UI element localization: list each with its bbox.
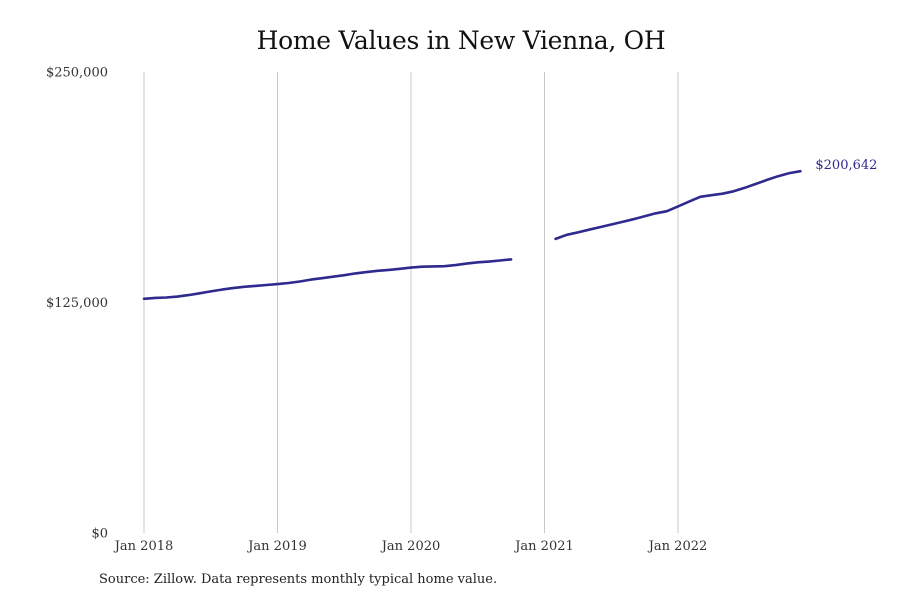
- chart-title: Home Values in New Vienna, OH: [256, 26, 666, 55]
- x-tick-label: Jan 2021: [513, 539, 574, 554]
- grid-layer: [143, 72, 679, 533]
- x-tick-label: Jan 2019: [246, 539, 307, 554]
- x-tick-label: Jan 2020: [380, 539, 441, 554]
- y-tick-label: $250,000: [46, 66, 108, 81]
- x-axis-labels: Jan 2018 Jan 2019 Jan 2020 Jan 2021 Jan 2022: [113, 539, 708, 554]
- series-line: [142, 258, 513, 301]
- source-note: Source: Zillow. Data represents monthly …: [99, 572, 498, 587]
- y-tick-label: $0: [91, 527, 108, 542]
- y-tick-label: $125,000: [46, 296, 108, 311]
- y-axis-labels: $0 $125,000 $250,000: [46, 66, 108, 542]
- x-tick-label: Jan 2018: [113, 539, 174, 554]
- x-tick-label: Jan 2022: [647, 539, 708, 554]
- series-lines: [142, 169, 802, 301]
- end-value-label: $200,642: [815, 158, 877, 173]
- series-line: [554, 169, 802, 241]
